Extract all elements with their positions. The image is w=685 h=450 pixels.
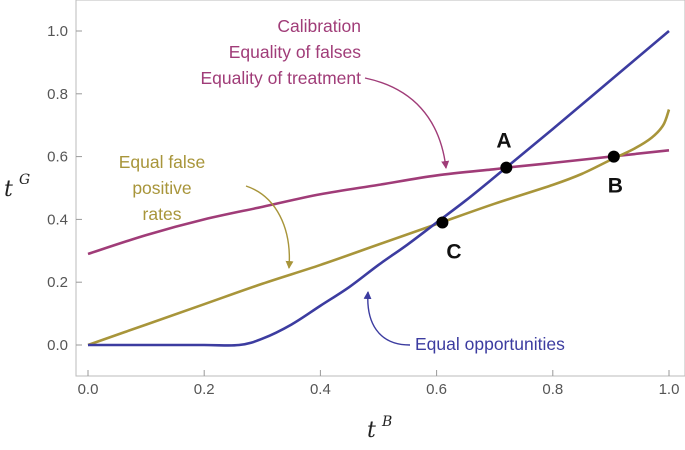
series-layer (87, 30, 671, 347)
annotation-equal-opportunities: Equal opportunities (415, 334, 565, 354)
point-b-marker (607, 150, 620, 163)
arrow-equal-fpr (245, 185, 294, 269)
point-a-label: A (496, 130, 511, 153)
x-tick-label: 0.0 (78, 381, 99, 398)
y-tick-label: 1.0 (47, 23, 68, 40)
x-axis-title: t (367, 418, 376, 443)
annotation-fpr-line-1: Equal false (119, 152, 206, 172)
points-layer: A B C (436, 130, 623, 264)
arrow-calibration (364, 77, 450, 169)
point-c-marker (436, 216, 449, 229)
annotation-calibration-line-3: Equality of treatment (201, 68, 362, 88)
x-axis-title-superscript: B (381, 414, 392, 430)
x-tick-label: 1.0 (659, 381, 680, 398)
ticks-layer: 0.0 0.2 0.4 0.6 0.8 1.0 0.0 0.2 0.4 0.6 0.8 1.0 (47, 23, 679, 398)
annotation-calibration-line-2: Equality of falses (229, 42, 362, 62)
series-equal-opportunities-line (87, 30, 670, 347)
arrow-equal-opportunities (363, 291, 411, 346)
x-tick-label: 0.2 (194, 381, 215, 398)
x-tick-label: 0.6 (426, 381, 447, 398)
annotation-fpr-line-2: positive (132, 178, 191, 198)
x-tick-label: 0.4 (310, 381, 331, 398)
y-tick-label: 0.6 (47, 149, 68, 166)
annotation-calibration-line-1: Calibration (277, 16, 361, 36)
x-tick-label: 0.8 (542, 381, 563, 398)
y-axis-title: t (4, 177, 13, 202)
annotation-calibration: Calibration Equality of falses Equality … (201, 16, 362, 88)
y-axis-title-superscript: G (19, 172, 30, 188)
series-calibration-line (87, 149, 670, 256)
point-c-label: C (446, 241, 461, 264)
y-tick-label: 0.2 (47, 274, 68, 291)
arrows-layer (245, 77, 450, 346)
series-equal-fpr-line (87, 109, 671, 347)
annotation-fpr-line-3: rates (143, 204, 182, 224)
y-tick-label: 0.0 (47, 337, 68, 354)
y-tick-label: 0.4 (47, 211, 68, 228)
y-tick-label: 0.8 (47, 86, 68, 103)
plot-frame (75, 0, 685, 377)
point-b-label: B (608, 175, 623, 198)
point-a-marker (500, 161, 513, 174)
annotation-equal-false-positive: Equal false positive rates (119, 152, 206, 224)
